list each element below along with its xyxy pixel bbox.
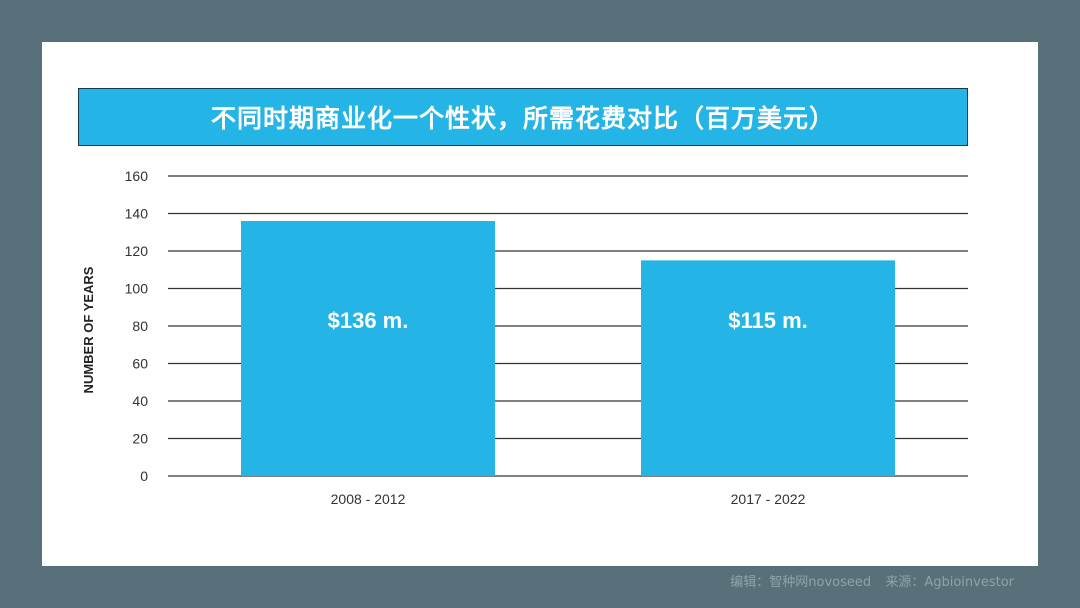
y-tick-label: 0: [140, 468, 148, 484]
bar-data-label: $115 m.: [728, 308, 808, 333]
y-tick-label: 160: [125, 168, 149, 184]
footer-editor: 编辑：智种网novoseed: [730, 575, 872, 590]
x-tick-label: 2017 - 2022: [731, 491, 806, 507]
y-tick-label: 40: [132, 393, 148, 409]
bar-data-label: $136 m.: [328, 308, 409, 333]
chart-card: 不同时期商业化一个性状，所需花费对比（百万美元） 0 20 40 60 80 100 120…: [42, 42, 1038, 566]
y-axis-label: NUMBER OF YEARS: [81, 266, 96, 393]
x-tick-label: 2008 - 2012: [331, 491, 406, 507]
footer-source: 来源：Agbioinvestor: [885, 575, 1014, 590]
y-tick-label: 20: [132, 431, 148, 447]
bar: [241, 221, 495, 476]
bar-chart: 0 20 40 60 80 100 120 140 160 NUMBER OF YEARS $136…: [81, 168, 968, 507]
footer-credit: 编辑：智种网novoseed 来源：Agbioinvestor: [720, 571, 1014, 590]
y-tick-label: 80: [132, 318, 148, 334]
chart-title: 不同时期商业化一个性状，所需花费对比（百万美元）: [210, 104, 835, 133]
y-tick-label: 140: [125, 206, 149, 222]
y-tick-label: 120: [125, 243, 149, 259]
y-tick-label: 60: [132, 356, 148, 372]
y-tick-label: 100: [125, 281, 149, 297]
bar: [641, 260, 895, 476]
title-banner: 不同时期商业化一个性状，所需花费对比（百万美元）: [78, 88, 968, 146]
